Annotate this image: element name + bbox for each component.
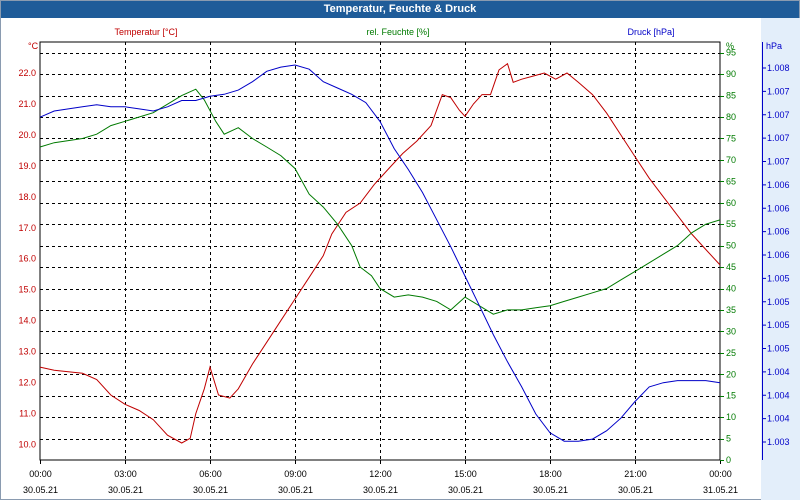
hum-tick-label: 85 — [726, 91, 736, 101]
temp-tick-label: 10.0 — [18, 440, 36, 450]
x-tick-time: 18:00 — [539, 469, 562, 479]
hum-tick-label: 20 — [726, 369, 736, 379]
hum-tick-label: 45 — [726, 262, 736, 272]
x-tick-time: 12:00 — [369, 469, 392, 479]
legend-temp: Temperatur [°C] — [114, 27, 177, 37]
x-tick-time: 03:00 — [114, 469, 137, 479]
temp-tick-label: 21.0 — [18, 99, 36, 109]
hum-tick-label: 95 — [726, 48, 736, 58]
press-tick-label: 1.008 — [767, 63, 790, 73]
hum-tick-label: 55 — [726, 219, 736, 229]
press-tick-label: 1.006 — [767, 227, 790, 237]
hum-tick-label: 25 — [726, 348, 736, 358]
x-tick-date: 30.05.21 — [278, 485, 313, 495]
press-tick-label: 1.006 — [767, 203, 790, 213]
hum-tick-label: 15 — [726, 391, 736, 401]
press-tick-label: 1.004 — [767, 367, 790, 377]
hum-tick-label: 35 — [726, 305, 736, 315]
temp-tick-label: 14.0 — [18, 316, 36, 326]
press-unit-label: hPa — [766, 41, 782, 51]
chart-title: Temperatur, Feuchte & Druck — [1, 1, 799, 18]
hum-tick-label: 5 — [726, 434, 731, 444]
x-tick-time: 21:00 — [624, 469, 647, 479]
temp-tick-label: 15.0 — [18, 285, 36, 295]
pressure-line — [39, 64, 721, 442]
hum-tick-label: 60 — [726, 198, 736, 208]
temp-tick-label: 17.0 — [18, 223, 36, 233]
x-tick-date: 30.05.21 — [448, 485, 483, 495]
temp-tick-label: 16.0 — [18, 254, 36, 264]
press-tick-label: 1.007 — [767, 133, 790, 143]
hum-tick-label: 50 — [726, 241, 736, 251]
temp-tick-label: 12.0 — [18, 378, 36, 388]
x-tick-date: 30.05.21 — [618, 485, 653, 495]
temperature-line — [39, 62, 721, 444]
press-tick-label: 1.004 — [767, 390, 790, 400]
press-tick-label: 1.005 — [767, 297, 790, 307]
press-tick-label: 1.004 — [767, 414, 790, 424]
hum-tick-label: 70 — [726, 155, 736, 165]
hum-tick-label: 65 — [726, 176, 736, 186]
press-tick-label: 1.005 — [767, 320, 790, 330]
x-tick-time: 15:00 — [454, 469, 477, 479]
press-tick-label: 1.006 — [767, 180, 790, 190]
press-tick-label: 1.005 — [767, 273, 790, 283]
x-tick-time: 09:00 — [284, 469, 307, 479]
press-tick-label: 1.007 — [767, 110, 790, 120]
temp-tick-label: 11.0 — [19, 409, 36, 419]
hum-tick-label: 80 — [726, 112, 736, 122]
temp-tick-label: 20.0 — [18, 130, 36, 140]
x-tick-time: 00:00 — [29, 469, 52, 479]
hum-tick-label: 90 — [726, 69, 736, 79]
press-tick-label: 1.003 — [767, 437, 790, 447]
x-tick-date: 31.05.21 — [703, 485, 738, 495]
temp-tick-label: 13.0 — [18, 347, 36, 357]
x-tick-date: 30.05.21 — [533, 485, 568, 495]
x-tick-date: 30.05.21 — [193, 485, 228, 495]
x-tick-time: 00:00 — [709, 469, 732, 479]
legend-press: Druck [hPa] — [627, 27, 674, 37]
hum-tick-label: 0 — [726, 455, 731, 465]
x-tick-time: 06:00 — [199, 469, 222, 479]
legend-hum: rel. Feuchte [%] — [366, 27, 429, 37]
x-tick-date: 30.05.21 — [363, 485, 398, 495]
press-tick-label: 1.005 — [767, 344, 790, 354]
temp-tick-label: 22.0 — [18, 68, 36, 78]
pressure-axis-panel — [761, 18, 800, 500]
temp-unit-label: °C — [28, 41, 39, 51]
hum-tick-label: 40 — [726, 284, 736, 294]
hum-tick-label: 75 — [726, 133, 736, 143]
hum-tick-label: 30 — [726, 326, 736, 336]
press-tick-label: 1.007 — [767, 86, 790, 96]
press-tick-label: 1.007 — [767, 157, 790, 167]
press-tick-label: 1.006 — [767, 250, 790, 260]
temp-tick-label: 18.0 — [18, 192, 36, 202]
x-tick-date: 30.05.21 — [23, 485, 58, 495]
temp-tick-label: 19.0 — [18, 161, 36, 171]
hum-tick-label: 10 — [726, 412, 736, 422]
x-tick-date: 30.05.21 — [108, 485, 143, 495]
hum-unit-label: % — [726, 41, 734, 51]
